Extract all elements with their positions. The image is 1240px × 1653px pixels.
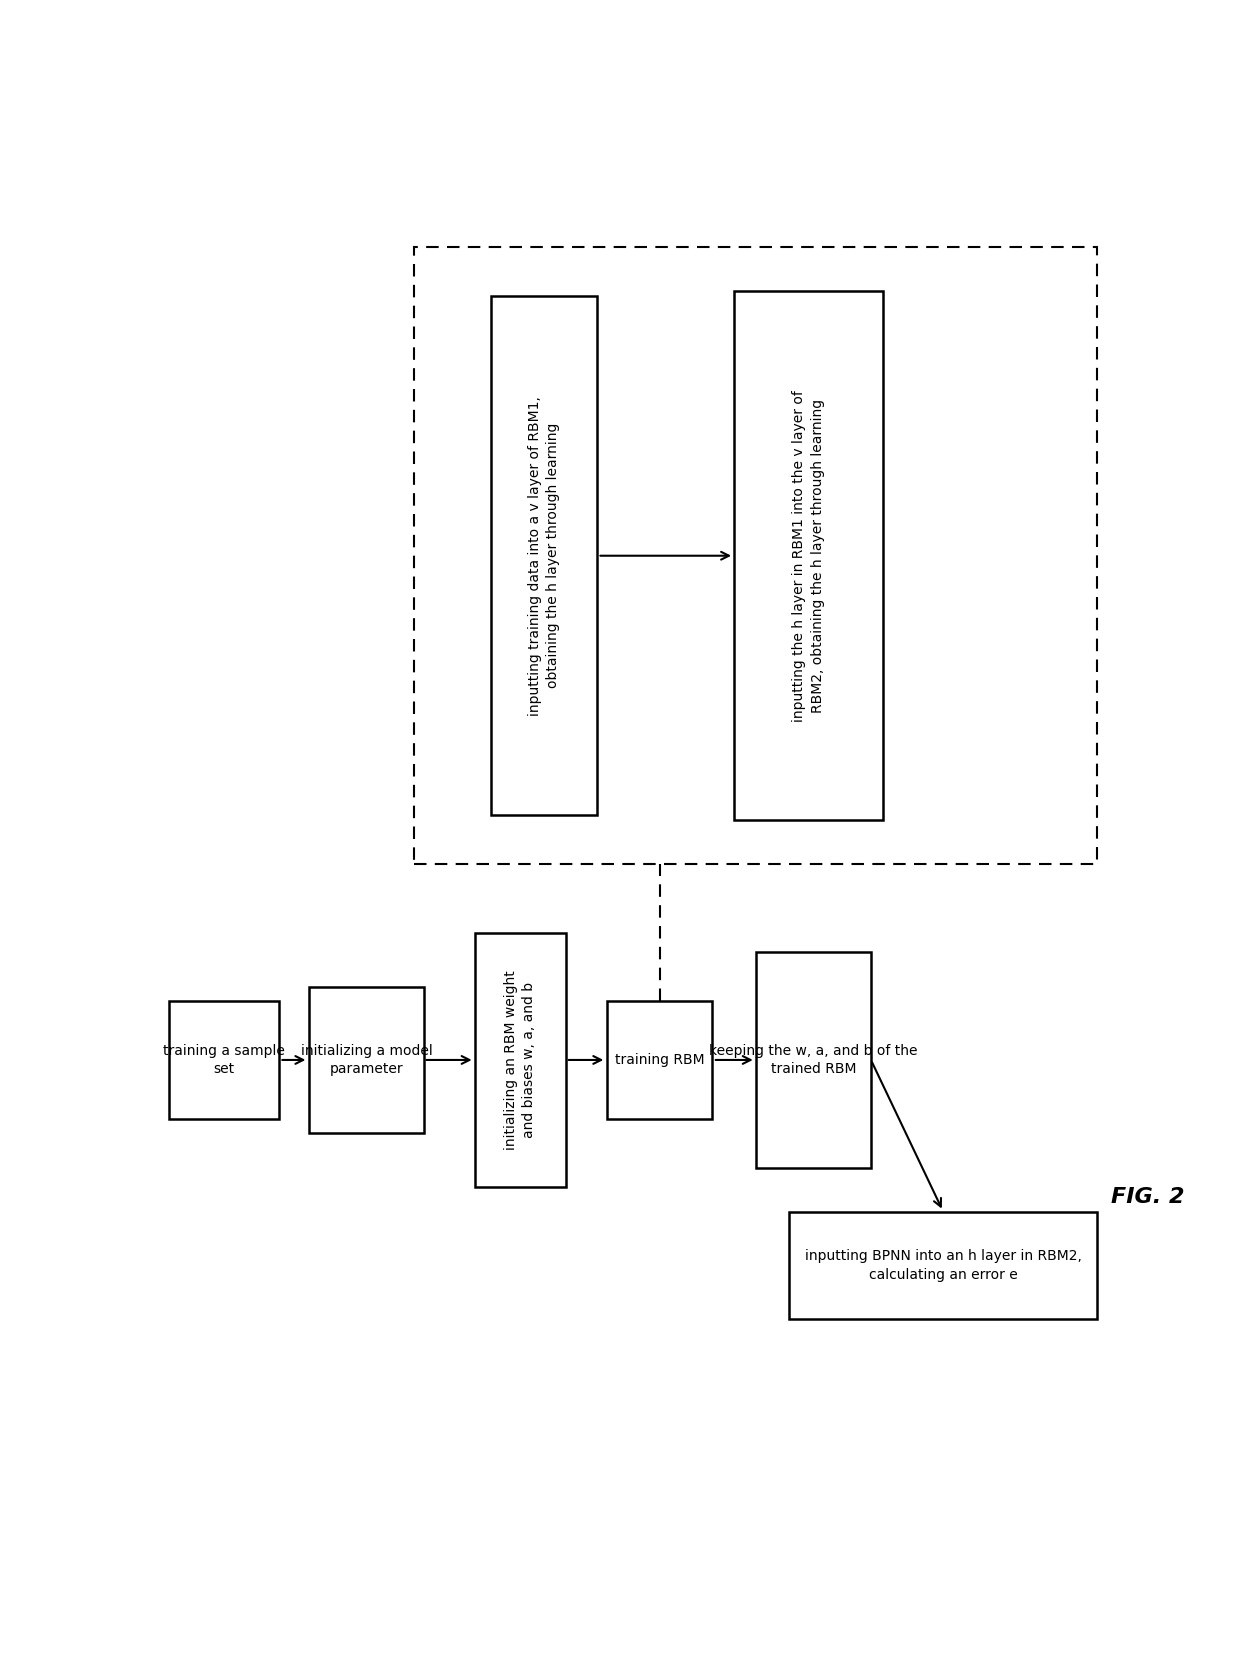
Text: keeping the w, a, and b of the
trained RBM: keeping the w, a, and b of the trained R…: [709, 1043, 918, 1076]
Text: initializing an RBM weight
and biases w, a, and b: initializing an RBM weight and biases w,…: [503, 970, 537, 1150]
Text: initializing a model
parameter: initializing a model parameter: [300, 1043, 433, 1076]
Bar: [755, 952, 870, 1167]
Bar: [169, 1002, 279, 1119]
Text: inputting the h layer in RBM1 into the v layer of
RBM2, obtaining the h layer th: inputting the h layer in RBM1 into the v…: [792, 390, 825, 722]
Text: training a sample
set: training a sample set: [164, 1043, 285, 1076]
Bar: [491, 296, 596, 815]
Bar: [789, 1212, 1097, 1319]
Bar: [475, 932, 565, 1187]
Text: training RBM: training RBM: [615, 1053, 704, 1066]
Bar: [606, 1002, 713, 1119]
Bar: [414, 248, 1097, 865]
Bar: [734, 291, 883, 820]
Text: inputting BPNN into an h layer in RBM2,
calculating an error e: inputting BPNN into an h layer in RBM2, …: [805, 1250, 1081, 1281]
Text: FIG. 2: FIG. 2: [1111, 1187, 1184, 1207]
Bar: [309, 987, 424, 1134]
Text: inputting training data into a v layer of RBM1,
obtaining the h layer through le: inputting training data into a v layer o…: [528, 395, 560, 716]
